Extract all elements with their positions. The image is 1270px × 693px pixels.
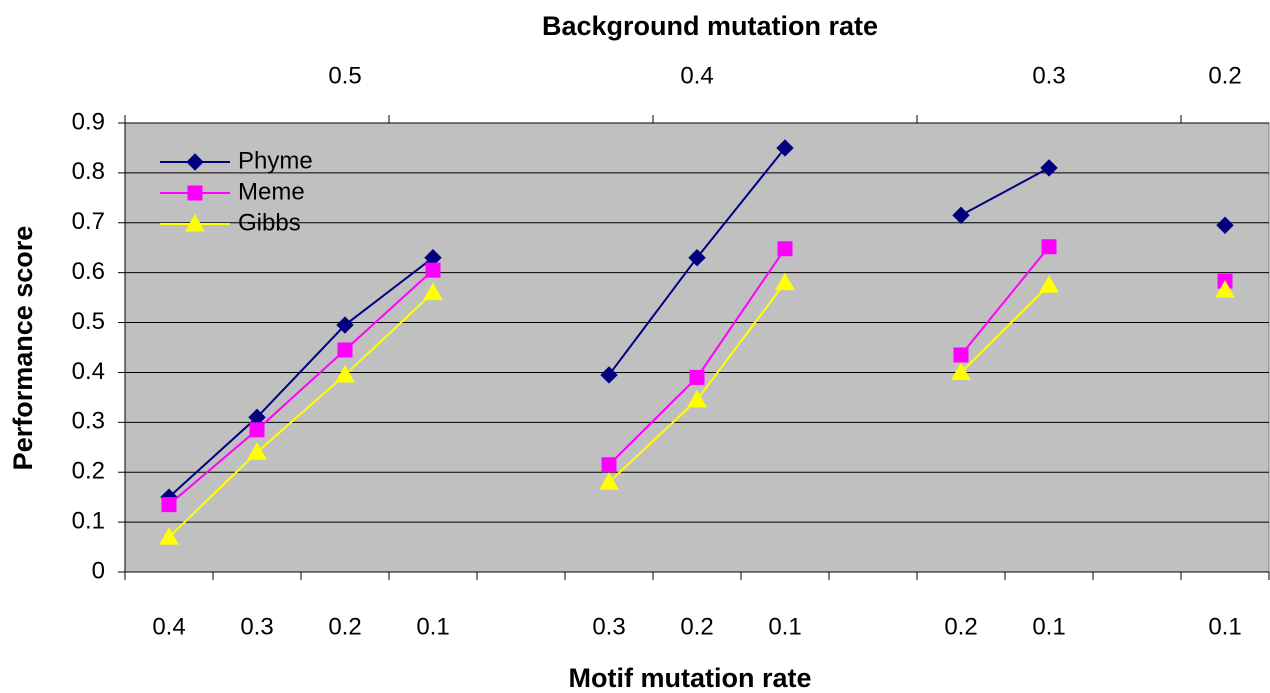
y-tick-label: 0.7 xyxy=(72,208,105,235)
marker xyxy=(247,442,267,460)
legend-marker xyxy=(185,213,205,232)
marker xyxy=(336,316,354,334)
y-tick-label: 0.8 xyxy=(72,158,105,185)
marker xyxy=(425,262,441,278)
marker xyxy=(951,362,971,380)
x-tick-label: 0.1 xyxy=(768,613,801,640)
marker xyxy=(775,272,795,291)
marker xyxy=(776,139,794,157)
y-tick-label: 0.5 xyxy=(72,308,105,335)
y-axis-title: Performance score xyxy=(8,226,38,471)
legend-label: Gibbs xyxy=(238,209,301,236)
legend-marker xyxy=(186,153,204,171)
y-tick-label: 0.3 xyxy=(72,408,105,435)
y-tick-label: 0 xyxy=(92,557,105,584)
x-tick-label: 0.1 xyxy=(416,613,449,640)
x-tick-label: 0.3 xyxy=(592,613,625,640)
top-tick-label: 0.4 xyxy=(680,62,713,89)
marker xyxy=(159,527,179,545)
legend-label: Phyme xyxy=(238,147,313,174)
y-tick-label: 0.4 xyxy=(72,358,105,385)
marker xyxy=(601,457,617,473)
marker xyxy=(953,347,969,363)
marker xyxy=(1040,159,1058,177)
marker xyxy=(600,366,618,384)
x-axis-title: Motif mutation rate xyxy=(569,663,812,693)
marker xyxy=(1216,216,1234,234)
x-tick-label: 0.2 xyxy=(944,613,977,640)
top-tick-label: 0.5 xyxy=(328,62,361,89)
marker xyxy=(689,369,705,385)
marker xyxy=(1041,239,1057,255)
marker xyxy=(423,282,443,301)
marker xyxy=(1215,280,1235,298)
y-tick-label: 0.6 xyxy=(72,258,105,285)
x-tick-label: 0.2 xyxy=(680,613,713,640)
x-tick-label: 0.1 xyxy=(1032,613,1065,640)
x-tick-label: 0.4 xyxy=(152,613,185,640)
top-tick-label: 0.2 xyxy=(1208,62,1241,89)
marker xyxy=(161,497,177,513)
plot-area xyxy=(124,122,1270,573)
x-tick-label: 0.1 xyxy=(1208,613,1241,640)
marker xyxy=(249,422,265,438)
y-tick-label: 0.2 xyxy=(72,458,105,485)
marker xyxy=(335,364,355,383)
marker xyxy=(1039,275,1059,293)
marker xyxy=(337,342,353,358)
legend-label: Meme xyxy=(238,178,305,205)
marker xyxy=(599,472,619,490)
y-tick-label: 0.1 xyxy=(72,507,105,534)
marker xyxy=(687,389,707,408)
top-axis-title: Background mutation rate xyxy=(542,11,878,41)
x-tick-label: 0.3 xyxy=(240,613,273,640)
top-tick-label: 0.3 xyxy=(1032,62,1065,89)
legend-marker xyxy=(187,185,203,201)
y-tick-label: 0.9 xyxy=(72,108,105,135)
marker xyxy=(777,241,793,257)
marker xyxy=(688,248,706,267)
marker xyxy=(952,206,970,225)
x-tick-label: 0.2 xyxy=(328,613,361,640)
